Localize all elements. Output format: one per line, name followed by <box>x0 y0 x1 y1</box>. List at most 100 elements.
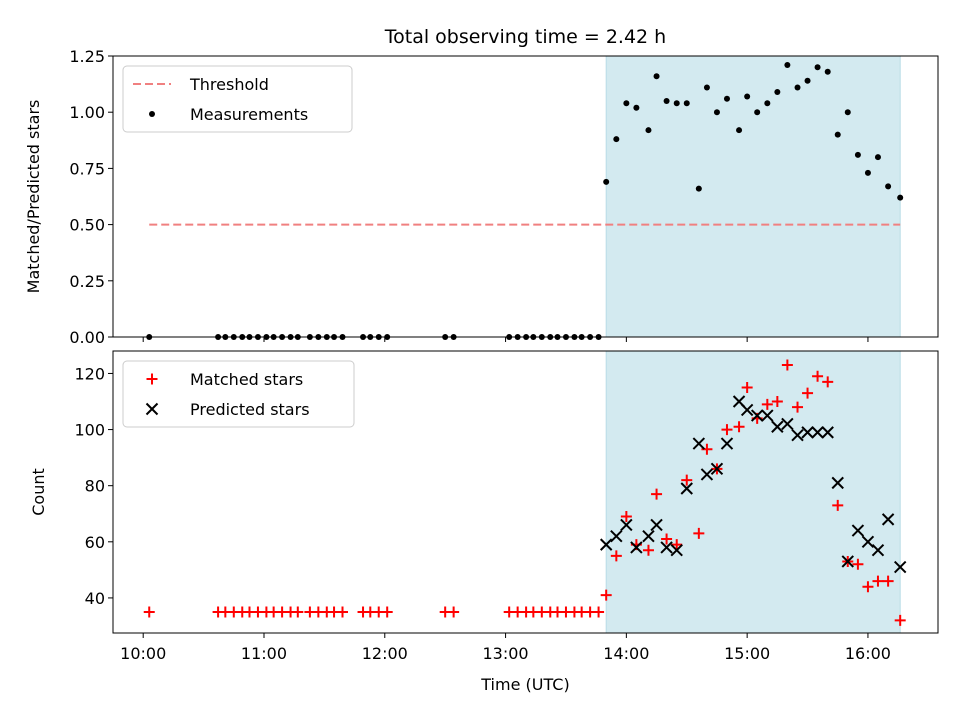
data-point <box>764 100 771 107</box>
x-tick-label: 10:00 <box>120 644 166 663</box>
data-point <box>784 61 791 68</box>
data-point <box>681 474 693 486</box>
data-point <box>143 606 155 618</box>
data-point <box>613 136 620 143</box>
data-point <box>599 538 613 551</box>
data-point <box>761 398 773 410</box>
data-point <box>814 64 821 71</box>
data-point <box>771 420 784 433</box>
data-point <box>851 524 865 537</box>
data-point <box>723 95 730 102</box>
data-point <box>792 401 804 413</box>
data-point <box>703 84 710 91</box>
data-point <box>761 409 774 422</box>
data-point <box>720 437 734 450</box>
data-point <box>713 109 720 116</box>
data-point <box>791 428 804 442</box>
legend-entry: Measurements <box>149 105 308 124</box>
plot-frame <box>112 350 939 634</box>
data-point <box>292 606 304 618</box>
data-point <box>721 424 733 436</box>
data-point <box>603 178 610 185</box>
y-tick-label: 0.25 <box>69 272 105 291</box>
data-point <box>824 68 831 75</box>
x-tick-label: 11:00 <box>241 644 287 663</box>
data-point <box>831 476 844 490</box>
y-tick-label: 100 <box>74 421 105 440</box>
data-point <box>744 93 751 100</box>
data-point <box>754 109 761 116</box>
data-point <box>801 426 814 439</box>
data-point <box>740 403 754 417</box>
data-point <box>642 529 655 543</box>
data-point <box>600 589 612 601</box>
data-point <box>650 518 663 532</box>
bottom-y-axis-label: Count <box>29 468 48 516</box>
data-point <box>871 544 885 557</box>
data-point <box>811 426 824 439</box>
data-point <box>804 77 811 84</box>
data-point <box>683 100 690 107</box>
data-point <box>882 575 894 587</box>
legend-label: Matched stars <box>190 370 303 389</box>
x-tick-label: 15:00 <box>724 644 770 663</box>
legend-box <box>122 360 355 428</box>
data-point <box>630 541 643 554</box>
data-point <box>854 151 861 158</box>
y-tick-label: 1.00 <box>69 103 105 122</box>
legend-label: Threshold <box>189 75 269 94</box>
data-point <box>680 482 693 495</box>
series-matched-stars <box>143 359 906 626</box>
data-point <box>620 518 633 532</box>
data-point <box>623 100 630 107</box>
data-point <box>695 185 702 192</box>
data-point <box>741 381 753 393</box>
x-tick-label: 12:00 <box>362 644 408 663</box>
data-point <box>610 550 622 562</box>
legend-marker-swatch <box>145 402 159 416</box>
data-point <box>834 131 841 138</box>
legend-marker-swatch <box>149 111 155 117</box>
top-y-axis-label: Matched/Predicted stars <box>24 100 43 294</box>
data-point <box>620 511 632 523</box>
y-tick-label: 0.75 <box>69 159 105 178</box>
data-point <box>897 194 904 201</box>
observing-window-shade <box>605 350 901 634</box>
data-point <box>821 426 834 439</box>
y-tick-label: 0.50 <box>69 216 105 235</box>
data-point <box>653 73 660 80</box>
data-point <box>802 387 814 399</box>
data-point <box>841 555 854 568</box>
data-point <box>812 370 824 382</box>
data-point <box>774 88 781 95</box>
data-point <box>794 84 801 91</box>
plot-frame <box>112 55 939 338</box>
data-point <box>893 560 907 574</box>
x-tick-label: 13:00 <box>483 644 529 663</box>
legend-label: Measurements <box>190 105 308 124</box>
legend-label: Predicted stars <box>190 400 310 419</box>
chart-title: Total observing time = 2.42 h <box>384 26 666 48</box>
data-point <box>661 533 673 545</box>
data-point <box>861 535 875 549</box>
y-tick-label: 120 <box>74 364 105 383</box>
y-tick-label: 0.00 <box>69 328 105 347</box>
data-point <box>881 513 895 526</box>
data-point <box>692 437 706 450</box>
legend-entry: Threshold <box>133 75 269 94</box>
data-point <box>670 544 683 557</box>
data-point <box>663 97 670 104</box>
data-point <box>700 468 714 481</box>
data-point <box>693 527 705 539</box>
data-point <box>651 488 663 500</box>
y-tick-label: 40 <box>85 589 105 608</box>
data-point <box>750 409 764 422</box>
data-point <box>862 581 874 593</box>
data-point <box>733 421 745 433</box>
y-tick-label: 80 <box>85 477 105 496</box>
data-point <box>610 529 623 543</box>
legend-box <box>122 65 353 133</box>
legend-entry: Predicted stars <box>145 400 310 419</box>
data-point <box>781 417 794 431</box>
